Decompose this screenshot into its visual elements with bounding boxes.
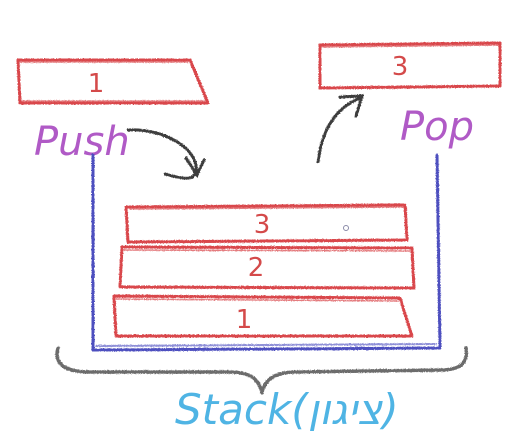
stack-item-2-label: 2: [248, 253, 265, 283]
cursor-dot: [344, 226, 349, 231]
stack-item-2: [120, 247, 414, 288]
push-block-label: 1: [88, 69, 105, 99]
pop-label: Pop: [400, 104, 474, 150]
pop-block: [320, 43, 500, 88]
push-label: Push: [34, 119, 130, 165]
stack-item-3-label: 3: [254, 210, 271, 240]
push-arrow: [128, 130, 204, 178]
pop-block-label: 3: [392, 52, 409, 82]
stack-item-1-label: 1: [236, 305, 253, 335]
stack-caption: Stack(ציגון): [175, 385, 399, 431]
stack-container: [93, 155, 440, 350]
stack-item-1: [114, 296, 412, 336]
pop-arrow: [318, 96, 362, 162]
push-block: [18, 60, 208, 103]
